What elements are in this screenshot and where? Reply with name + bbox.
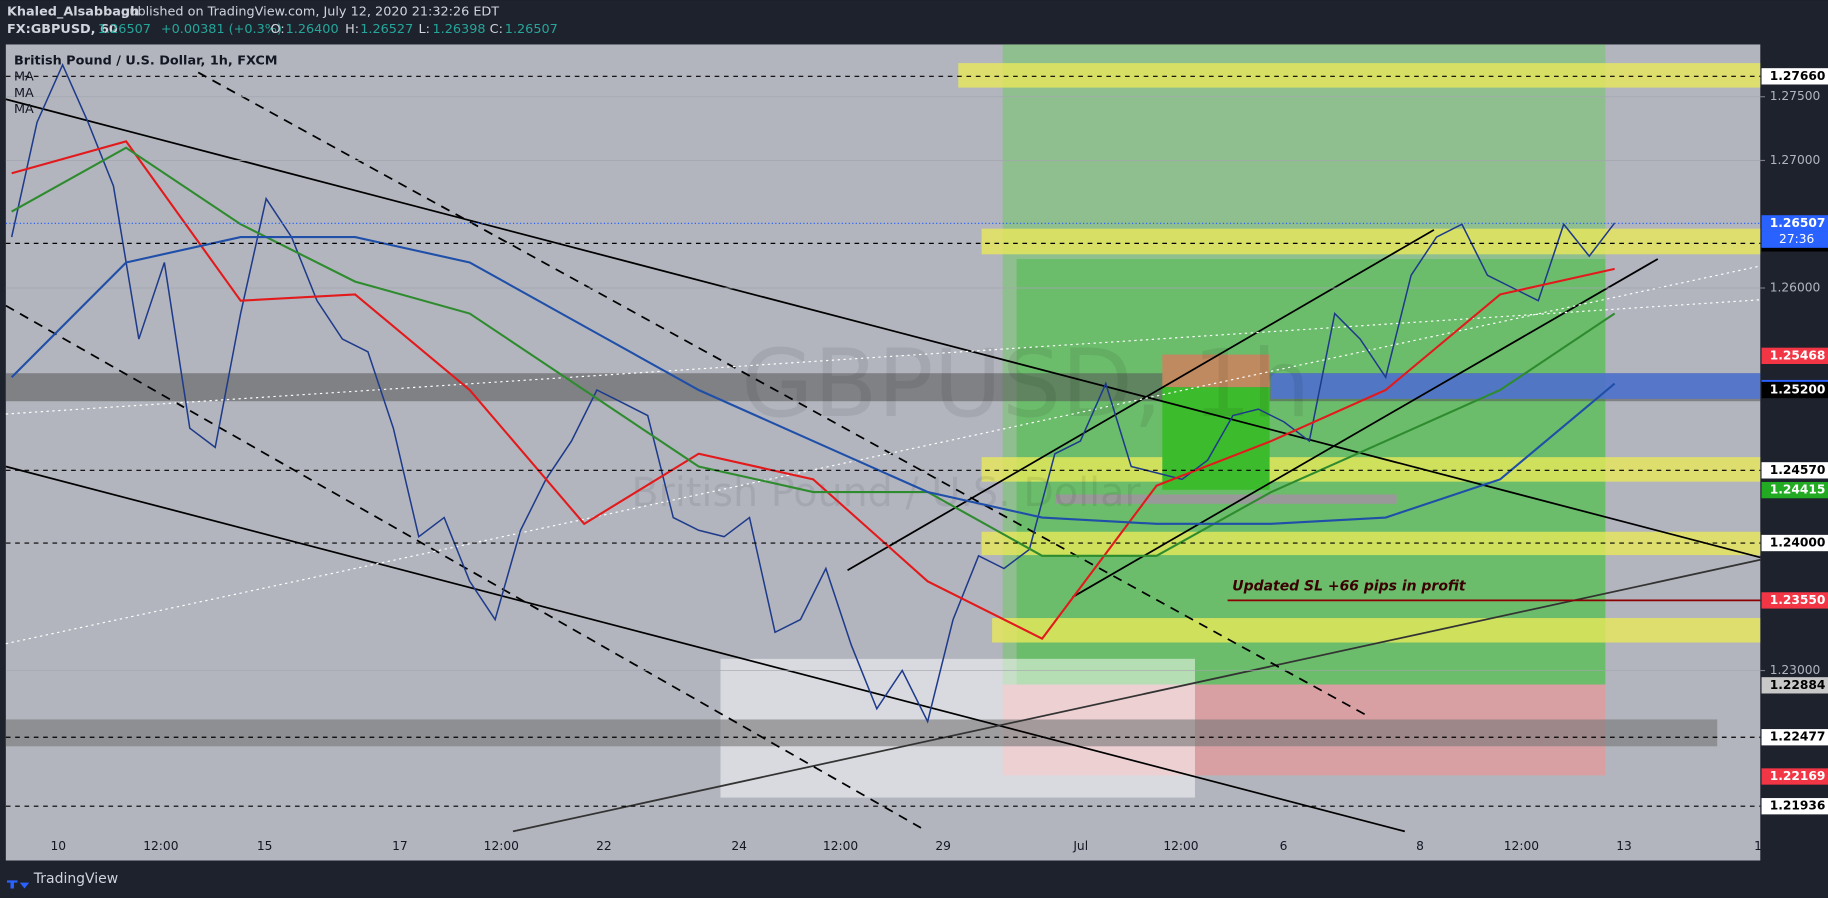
resistance-zone: [958, 63, 1761, 88]
author: Khaled_Alsabbagh: [7, 4, 139, 19]
moving-average: [10, 236, 1616, 525]
x-tick-label: 13: [1616, 839, 1632, 853]
x-axis-bg: [0, 860, 1828, 898]
high: 1.26527: [360, 22, 413, 37]
x-tick-label: 12:00: [1504, 839, 1539, 853]
price-tag: [1761, 768, 1828, 785]
price-tag: [1761, 729, 1828, 746]
y-tick-label: 1.27500: [1770, 89, 1821, 103]
moving-average: [11, 140, 1615, 641]
annotation: Updated SL +66 pips in profit: [1232, 579, 1467, 595]
price-tag-label: 1.24570: [1770, 463, 1826, 477]
price-tag-label: 1.27660: [1770, 69, 1826, 83]
x-tick-label: 12:00: [1163, 839, 1198, 853]
trendline: [5, 465, 1406, 833]
x-tick-label: 17: [392, 839, 408, 853]
trendlines: [5, 71, 1761, 833]
close: 1.26507: [505, 22, 558, 37]
price-tag-label: 1.21936: [1770, 799, 1826, 813]
footer-logo: TradingView: [6, 871, 118, 889]
legend-entry: MA: [14, 70, 34, 85]
published: published on TradingView.com, July 12, 2…: [121, 4, 499, 19]
price-tag-label: 1.22884: [1770, 678, 1826, 692]
price-tag: [1761, 534, 1828, 552]
x-tick-label: 29: [935, 839, 951, 853]
y-tick-label: 1.23000: [1770, 663, 1821, 677]
last: 1.26507: [98, 22, 151, 37]
channel-line: [847, 229, 1435, 572]
legend-entry: MA: [14, 102, 34, 117]
y-axis-bg: [1760, 44, 1828, 861]
price-tag-label: 1.22169: [1770, 769, 1826, 783]
levels-layer: [5, 75, 1761, 807]
entry-box: [1162, 387, 1270, 490]
price-tag: [1761, 462, 1828, 479]
key-level-band: [5, 719, 1718, 747]
entry-box: [1162, 354, 1270, 388]
x-tick-label: 6: [1280, 839, 1288, 853]
open-label: O:: [270, 22, 284, 37]
price-tag: [1761, 798, 1828, 815]
channel-line: [1072, 258, 1659, 598]
watermark: GBPUSD, 1h: [741, 329, 1310, 438]
trendline: [5, 98, 1761, 559]
low: 1.26398: [433, 22, 486, 37]
legend-entry: MA: [14, 86, 34, 101]
price-tag-label: 1.26507: [1770, 216, 1826, 230]
open: 1.26400: [286, 22, 339, 37]
price-tag-label: 1.25468: [1770, 348, 1826, 362]
symbol: FX:GBPUSD, 60: [7, 22, 118, 37]
support-zone: [992, 618, 1761, 643]
y-tick-label: 1.27000: [1770, 153, 1821, 167]
x-tick-label: 12:00: [484, 839, 519, 853]
price-tag-label: 1.24415: [1770, 483, 1826, 497]
x-tick-label: 12:00: [143, 839, 178, 853]
trendline: [197, 71, 1371, 718]
price-line: [10, 62, 1616, 724]
price-tag: [1761, 381, 1828, 399]
x-tick-label: 22: [596, 839, 612, 853]
breakout-band: [1270, 373, 1761, 399]
change: +0.00381 (+0.3%): [161, 22, 282, 37]
high-label: H:: [345, 22, 359, 37]
price-tag-label: 1.22477: [1770, 730, 1826, 744]
x-tick-label: Jul: [1072, 839, 1088, 853]
watermark-sub: British Pound / U.S. Dollar: [631, 470, 1141, 516]
x-tick-label: 1: [1754, 839, 1762, 853]
resistance-zone: [981, 228, 1761, 255]
low-label: L:: [419, 22, 430, 37]
support-zone: [981, 457, 1761, 482]
price-tag: [1761, 481, 1828, 499]
axes-layer: 1.27500 1.27000 1.26000 1.23000 10 12:00 15 17 1…: [14, 68, 1828, 853]
x-tick-label: 10: [51, 839, 67, 853]
brand: TradingView: [33, 871, 118, 887]
zones: [5, 44, 1761, 798]
logo-icon: [6, 880, 30, 889]
x-tick-label: 15: [257, 839, 273, 853]
close-label: C:: [490, 22, 503, 37]
price-tag: [1761, 592, 1828, 609]
quote-line: FX:GBPUSD, 60 1.26507 +0.00381 (+0.3%) O…: [7, 22, 558, 37]
chart-title: British Pound / U.S. Dollar, 1h, FXCM: [14, 53, 278, 68]
price-tag-label: 1.23550: [1770, 593, 1826, 607]
series-layer: [5, 62, 1761, 724]
x-tick-label: 12:00: [823, 839, 858, 853]
countdown: 27:36: [1779, 232, 1814, 246]
price-tag: [1761, 347, 1828, 365]
x-tick-label: 24: [731, 839, 747, 853]
gray-bar: [1055, 494, 1397, 504]
price-tag-label: 1.25200: [1770, 383, 1826, 397]
price-tag: [1761, 215, 1828, 232]
y-tick-label: 1.26000: [1770, 281, 1821, 295]
price-tag: [1761, 68, 1828, 85]
countdown-bg: [1761, 231, 1828, 248]
dotted-line: [5, 299, 1761, 415]
x-tick-label: 8: [1416, 839, 1424, 853]
trendline: [512, 558, 1761, 833]
dotted-line: [5, 265, 1761, 645]
price-tag-label: 1.24000: [1770, 536, 1826, 550]
price-tag: [1761, 677, 1828, 694]
